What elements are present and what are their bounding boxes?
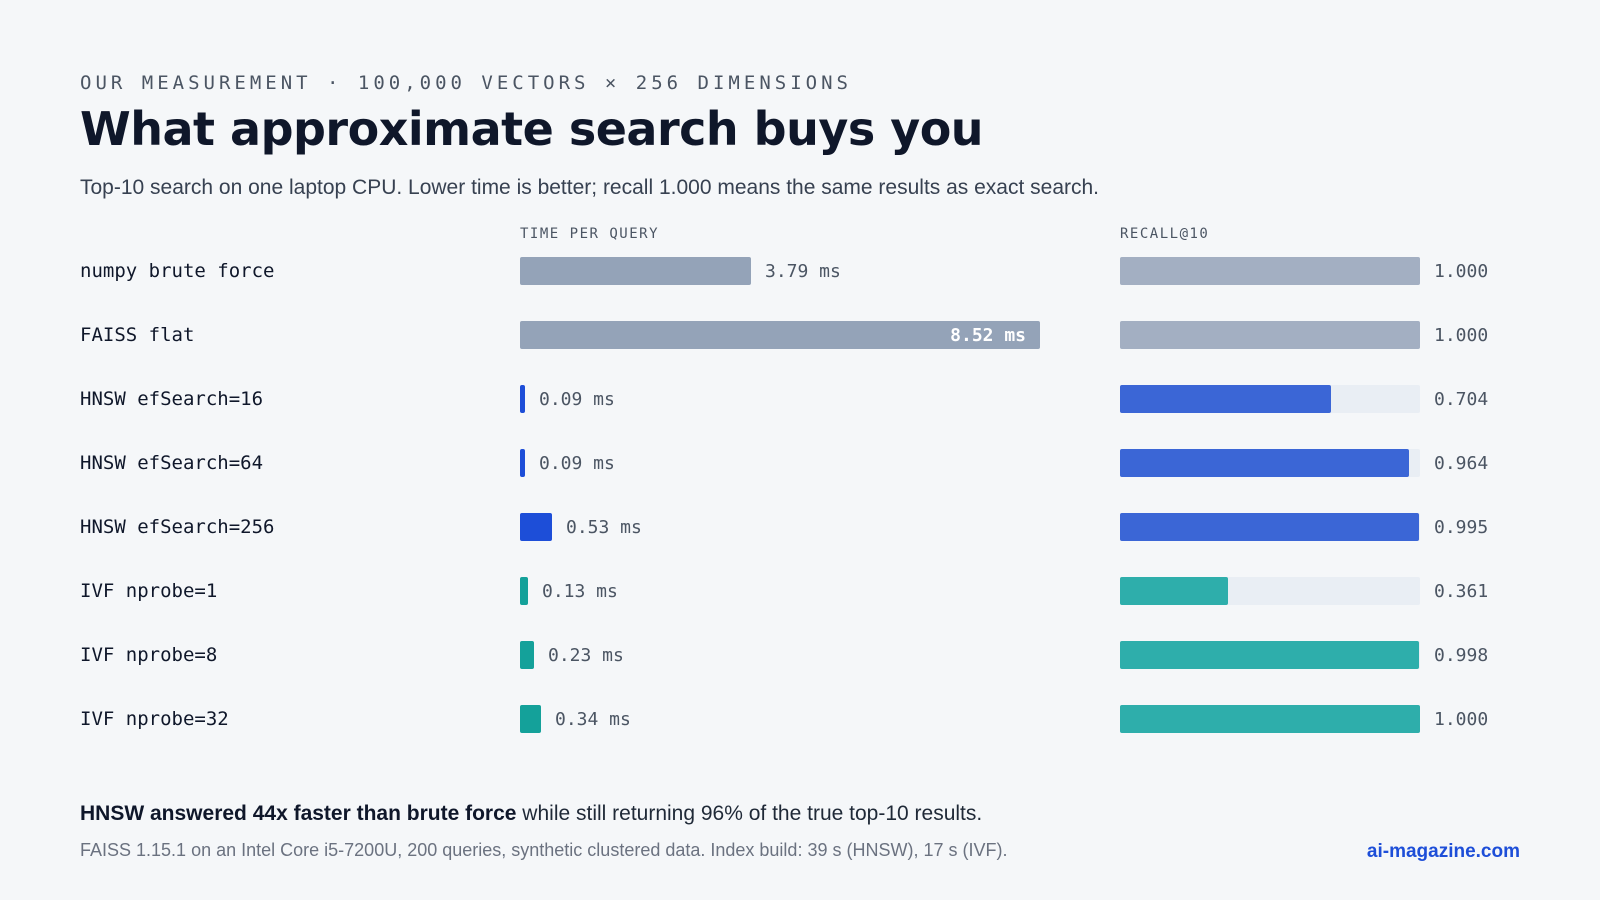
recall-bar (1120, 449, 1409, 477)
recall-value-label: 0.361 (1434, 581, 1489, 602)
time-value-label: 0.09 ms (539, 453, 615, 474)
recall-bar (1120, 257, 1420, 285)
time-bar (520, 577, 528, 605)
time-bar (520, 385, 525, 413)
recall-value-label: 0.964 (1434, 453, 1489, 474)
time-value-label: 0.34 ms (555, 709, 631, 730)
time-bar (520, 705, 541, 733)
time-value-label: 0.53 ms (566, 517, 642, 538)
time-bar (520, 513, 552, 541)
chart-row: FAISS flat 8.52 ms 1.000 (0, 320, 1600, 350)
time-value-label: 0.09 ms (539, 389, 615, 410)
recall-bar (1120, 577, 1228, 605)
recall-bar (1120, 513, 1419, 541)
time-bar (520, 449, 525, 477)
row-label: HNSW efSearch=256 (80, 516, 275, 538)
callout: HNSW answered 44x faster than brute forc… (80, 802, 982, 826)
time-bar (520, 321, 1040, 349)
row-label: IVF nprobe=32 (80, 708, 229, 730)
time-bar (520, 641, 534, 669)
row-label: FAISS flat (80, 324, 195, 346)
time-value-label: 0.13 ms (542, 581, 618, 602)
recall-bar (1120, 385, 1331, 413)
time-bar (520, 257, 751, 285)
chart-row: numpy brute force 3.79 ms 1.000 (0, 256, 1600, 286)
recall-value-label: 1.000 (1434, 261, 1489, 282)
row-label: numpy brute force (80, 260, 275, 282)
chart-row: IVF nprobe=1 0.13 ms 0.361 (0, 576, 1600, 606)
recall-value-label: 1.000 (1434, 325, 1489, 346)
time-value-label: 8.52 ms (950, 325, 1026, 346)
recall-bar (1120, 321, 1420, 349)
recall-value-label: 0.998 (1434, 645, 1489, 666)
chart-row: HNSW efSearch=64 0.09 ms 0.964 (0, 448, 1600, 478)
recall-column-header: RECALL@10 (1120, 226, 1210, 242)
eyebrow: OUR MEASUREMENT · 100,000 VECTORS × 256 … (80, 72, 852, 94)
recall-value-label: 0.704 (1434, 389, 1489, 410)
chart-row: IVF nprobe=32 0.34 ms 1.000 (0, 704, 1600, 734)
recall-value-label: 1.000 (1434, 709, 1489, 730)
chart-row: IVF nprobe=8 0.23 ms 0.998 (0, 640, 1600, 670)
recall-bar (1120, 641, 1419, 669)
chart-title: What approximate search buys you (80, 102, 984, 156)
time-column-header: TIME PER QUERY (520, 226, 660, 242)
source-link[interactable]: ai-magazine.com (1366, 841, 1520, 862)
row-label: HNSW efSearch=16 (80, 388, 264, 410)
footnote: FAISS 1.15.1 on an Intel Core i5-7200U, … (80, 840, 1008, 860)
chart-row: HNSW efSearch=256 0.53 ms 0.995 (0, 512, 1600, 542)
time-value-label: 3.79 ms (765, 261, 841, 282)
time-value-label: 0.23 ms (548, 645, 624, 666)
row-label: HNSW efSearch=64 (80, 452, 264, 474)
recall-bar (1120, 705, 1420, 733)
recall-value-label: 0.995 (1434, 517, 1489, 538)
callout-text: while still returning 96% of the true to… (516, 802, 983, 825)
callout-emphasis: HNSW answered 44x faster than brute forc… (80, 802, 517, 825)
chart-subtitle: Top-10 search on one laptop CPU. Lower t… (80, 176, 1100, 199)
row-label: IVF nprobe=1 (80, 580, 218, 602)
chart-row: HNSW efSearch=16 0.09 ms 0.704 (0, 384, 1600, 414)
row-label: IVF nprobe=8 (80, 644, 218, 666)
